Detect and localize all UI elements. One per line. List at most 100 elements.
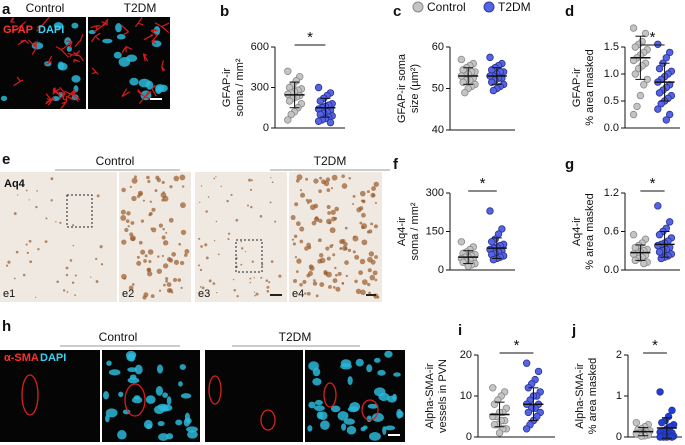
- astrocyte: [58, 86, 66, 100]
- stain-spot: [235, 218, 239, 222]
- stain-spot: [368, 291, 371, 295]
- stain-spot: [157, 255, 160, 258]
- stain-spot: [74, 294, 77, 297]
- stain-spot: [144, 254, 148, 258]
- micrograph: [195, 172, 287, 302]
- stain-spot: [373, 224, 378, 229]
- stain-spot: [370, 222, 374, 226]
- stain-spot: [220, 185, 222, 187]
- stain-spot: [309, 265, 315, 271]
- image-label: Control: [26, 1, 65, 15]
- nucleus: [0, 95, 8, 101]
- stain-spot: [146, 268, 151, 272]
- astrocyte: [45, 93, 52, 103]
- stain-spot: [260, 276, 263, 279]
- y-tick-label: 40: [432, 124, 444, 136]
- nucleus: [157, 420, 165, 427]
- astrocyte: [74, 34, 84, 48]
- stain-spot: [240, 241, 242, 243]
- stain-spot: [166, 256, 172, 262]
- astrocyte: [60, 95, 68, 110]
- stain-spot: [374, 255, 378, 259]
- y-axis-label: size (µm²): [409, 64, 421, 113]
- roi-box: [66, 194, 93, 228]
- stain-spot: [299, 239, 304, 244]
- stain-spot: [55, 221, 57, 223]
- nucleus: [308, 401, 316, 409]
- data-point: [457, 238, 466, 246]
- stain-spot: [295, 221, 301, 227]
- stain-spot: [151, 207, 156, 212]
- stain-spot: [179, 174, 186, 181]
- micrograph: [0, 350, 100, 442]
- stain-spot: [212, 282, 216, 285]
- scale-bar: [150, 98, 162, 100]
- y-axis-label: soma / mm²: [234, 58, 246, 116]
- panel-letter: g: [565, 156, 574, 173]
- stain-spot: [44, 240, 48, 244]
- stain-spot: [304, 292, 307, 295]
- stain-spot: [332, 253, 336, 257]
- astrocyte: [13, 76, 24, 87]
- astrocyte: [93, 18, 109, 33]
- stain-spot: [121, 187, 126, 193]
- stain-spot: [344, 260, 349, 265]
- subpanel-label: e1: [3, 288, 15, 300]
- data-point: [655, 89, 664, 97]
- data-point: [636, 91, 645, 100]
- stain-spot: [162, 195, 169, 202]
- stain-spot: [244, 250, 247, 253]
- stain-spot: [161, 254, 164, 258]
- nucleus: [117, 430, 127, 440]
- stain-spot: [249, 188, 253, 191]
- stain-spot: [347, 248, 352, 252]
- astrocyte: [142, 53, 149, 62]
- stain-spot: [5, 264, 9, 267]
- stain-spot: [130, 221, 135, 225]
- stain-spot: [162, 240, 169, 246]
- stain-spot: [329, 244, 333, 249]
- stain-spot: [354, 279, 358, 284]
- nucleus: [131, 396, 143, 404]
- nucleus: [308, 361, 319, 371]
- panel-letter: j: [571, 322, 576, 339]
- stain-spot: [125, 219, 130, 223]
- stain-spot: [304, 246, 309, 251]
- stain-spot: [253, 291, 256, 293]
- nucleus: [337, 411, 349, 421]
- nucleus: [307, 425, 313, 432]
- stain-spot: [325, 271, 332, 278]
- stain-spot: [96, 194, 100, 198]
- nucleus: [105, 408, 118, 418]
- panel-letter: d: [565, 3, 574, 20]
- astrocyte: [90, 32, 101, 43]
- stain-spot: [358, 270, 364, 276]
- stain-spot: [368, 251, 375, 257]
- stain-spot: [121, 273, 127, 280]
- stain-spot: [327, 211, 332, 215]
- nucleus: [186, 417, 192, 424]
- nucleus: [166, 396, 172, 406]
- stain-spot: [361, 225, 365, 230]
- stain-spot: [13, 212, 17, 215]
- stain-spot: [278, 274, 282, 278]
- stain-spot: [56, 280, 59, 284]
- y-tick-label: 0: [616, 431, 622, 443]
- scale-bar: [366, 294, 376, 296]
- data-point: [654, 241, 662, 250]
- nucleus: [129, 77, 139, 86]
- y-tick-label: 0.6: [604, 225, 619, 237]
- data-point: [326, 118, 335, 127]
- data-point: [631, 70, 639, 78]
- nucleus: [346, 425, 357, 435]
- stain-spot: [236, 295, 239, 298]
- stain-spot: [166, 282, 172, 287]
- stain-spot: [307, 245, 312, 250]
- nucleus: [382, 426, 387, 435]
- stain-spot: [344, 226, 348, 230]
- stain-spot: [373, 181, 379, 187]
- stain-spot: [294, 202, 299, 207]
- nucleus: [106, 360, 112, 366]
- y-axis-label: GFAP-ir: [221, 68, 233, 107]
